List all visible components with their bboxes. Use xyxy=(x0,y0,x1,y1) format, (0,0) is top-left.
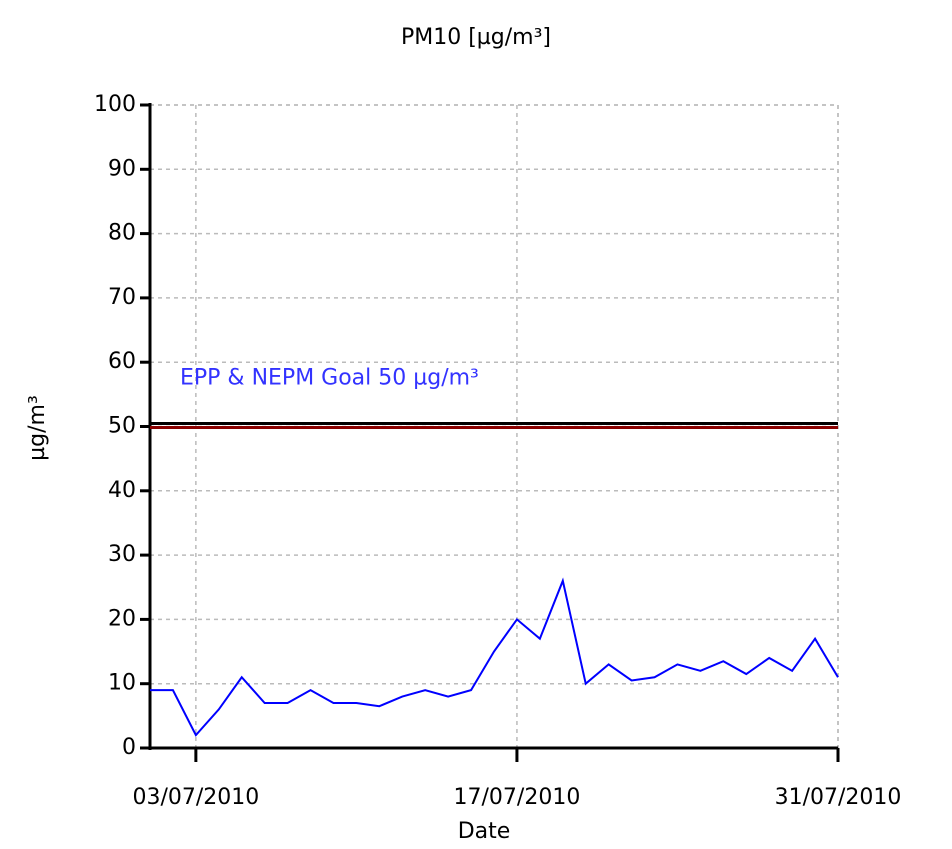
y-tick-label: 40 xyxy=(108,478,136,503)
x-axis-label: Date xyxy=(458,819,511,844)
y-tick-label: 30 xyxy=(108,542,136,567)
y-tick-label: 60 xyxy=(108,349,136,374)
y-axis-label: µg/m³ xyxy=(25,395,50,461)
data-line xyxy=(150,577,839,737)
y-tick-label: 80 xyxy=(108,221,136,246)
y-tick-label: 90 xyxy=(108,156,136,181)
chart-title: PM10 [µg/m³] xyxy=(401,25,551,50)
y-tick-label: 70 xyxy=(108,285,136,310)
y-tick-label: 0 xyxy=(122,735,136,760)
y-tick-label: 20 xyxy=(108,606,136,631)
goal-label: EPP & NEPM Goal 50 µg/m³ xyxy=(180,366,479,391)
x-tick-label: 17/07/2010 xyxy=(454,785,581,810)
y-tick-label: 10 xyxy=(108,671,136,696)
x-tick-label: 31/07/2010 xyxy=(775,785,902,810)
x-tick-label: 03/07/2010 xyxy=(132,785,259,810)
y-tick-label: 100 xyxy=(94,92,136,117)
y-tick-label: 50 xyxy=(108,414,136,439)
